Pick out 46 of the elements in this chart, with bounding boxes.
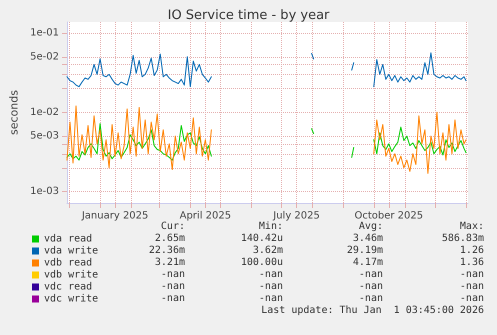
text: 3.46m <box>352 233 383 245</box>
x-tick-label: January 2025 <box>80 210 148 222</box>
x-tick-label: April 2025 <box>180 210 232 222</box>
text: -nan <box>258 281 283 293</box>
text: -nan <box>160 269 185 281</box>
x-tick-label: October 2025 <box>354 210 424 222</box>
text: 1.26 <box>460 245 484 257</box>
text: -nan <box>358 281 383 293</box>
y-tick-label: 1e-03 <box>30 186 59 198</box>
text: Min: <box>258 221 283 233</box>
text: 3.21m <box>154 257 185 269</box>
x-tick-label: July 2025 <box>272 210 320 222</box>
text: -nan <box>258 293 283 305</box>
y-tick-label: 1e-01 <box>30 27 59 38</box>
legend-label: vdb write <box>44 270 98 280</box>
text: 140.42u <box>240 233 283 245</box>
text: Cur: <box>160 221 185 233</box>
text: -nan <box>358 293 383 305</box>
text: Last update: Thu Jan 1 03:45:00 2026 <box>261 305 484 317</box>
text: 3.62m <box>252 245 283 257</box>
text: 1.36 <box>460 257 484 269</box>
text: -nan <box>160 281 185 293</box>
legend-label: vdb read <box>44 258 92 268</box>
text: Max: <box>460 221 484 233</box>
y-tick-label: 1e-02 <box>30 106 59 118</box>
y-axis-title: seconds <box>7 90 20 135</box>
legend-label: vdc read <box>44 282 92 292</box>
y-tick-label: 5e-02 <box>30 51 59 62</box>
text: 586.83m <box>442 233 484 245</box>
text: -nan <box>258 269 283 281</box>
chart-title: IO Service time - by year <box>168 8 330 23</box>
text: -nan <box>460 293 484 305</box>
text: Avg: <box>358 221 383 233</box>
y-tick-label: 5e-03 <box>30 130 59 142</box>
text: 29.19m <box>346 245 383 257</box>
text: -nan <box>358 269 383 281</box>
text: -nan <box>160 293 185 305</box>
text: 2.65m <box>154 233 185 245</box>
text: 100.00u <box>240 257 283 269</box>
text: 22.36m <box>148 245 185 257</box>
legend-label: vda read <box>44 234 92 244</box>
legend-label: vdc write <box>44 294 98 304</box>
text: -nan <box>460 269 484 281</box>
text: 4.17m <box>352 257 383 269</box>
legend-label: vda write <box>44 246 98 256</box>
text: -nan <box>460 281 484 293</box>
